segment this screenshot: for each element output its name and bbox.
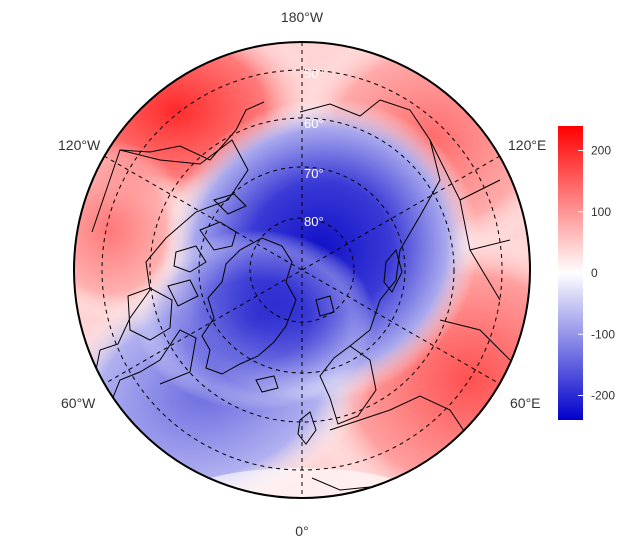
asia-borders: [429, 139, 511, 361]
lon-label-180w: 180°W: [281, 9, 324, 25]
iceland: [255, 375, 279, 393]
novaya-zemlya: [383, 248, 403, 293]
svalbard: [315, 295, 335, 317]
british-isles: [297, 411, 317, 445]
colorbar-tick-label: 0: [591, 266, 598, 280]
colorbar-tick-label: -200: [591, 389, 615, 403]
latitude-labels: 50° 60° 70° 80°: [304, 66, 324, 229]
lon-label-60w: 60°W: [61, 395, 96, 411]
canada-arctic-islands: [167, 193, 247, 307]
colorbar: 200 100 0 -100 -200: [558, 126, 615, 420]
lon-label-60e: 60°E: [510, 395, 541, 411]
colorbar-tick-label: 100: [591, 205, 611, 219]
longitude-labels: 180°W 120°E 60°E 0° 60°W 120°W: [58, 9, 546, 539]
north-america-outline: [91, 139, 249, 401]
colorbar-tick-label: 200: [591, 144, 611, 158]
low-greenland: [135, 230, 375, 410]
lon-label-0: 0°: [295, 523, 308, 539]
eurasia-arctic-coast: [299, 99, 441, 347]
colorbar-ticks: 200 100 0 -100 -200: [578, 144, 615, 403]
lat-label-50: 50°: [304, 66, 324, 81]
greenland-outline: [201, 237, 297, 375]
lat-label-60: 60°: [304, 116, 324, 131]
colorbar-tick-label: -100: [591, 327, 615, 341]
alaska-coast: [119, 101, 265, 161]
graticule: [101, 42, 503, 498]
lon-label-120w: 120°W: [58, 137, 101, 153]
hudson-bay: [127, 287, 173, 341]
lat-label-70: 70°: [304, 166, 324, 181]
scandinavia-outline: [319, 345, 377, 425]
map-border: [73, 41, 531, 499]
lon-label-120e: 120°E: [508, 137, 546, 153]
lat-label-80: 80°: [304, 214, 324, 229]
coastlines: [91, 99, 511, 491]
